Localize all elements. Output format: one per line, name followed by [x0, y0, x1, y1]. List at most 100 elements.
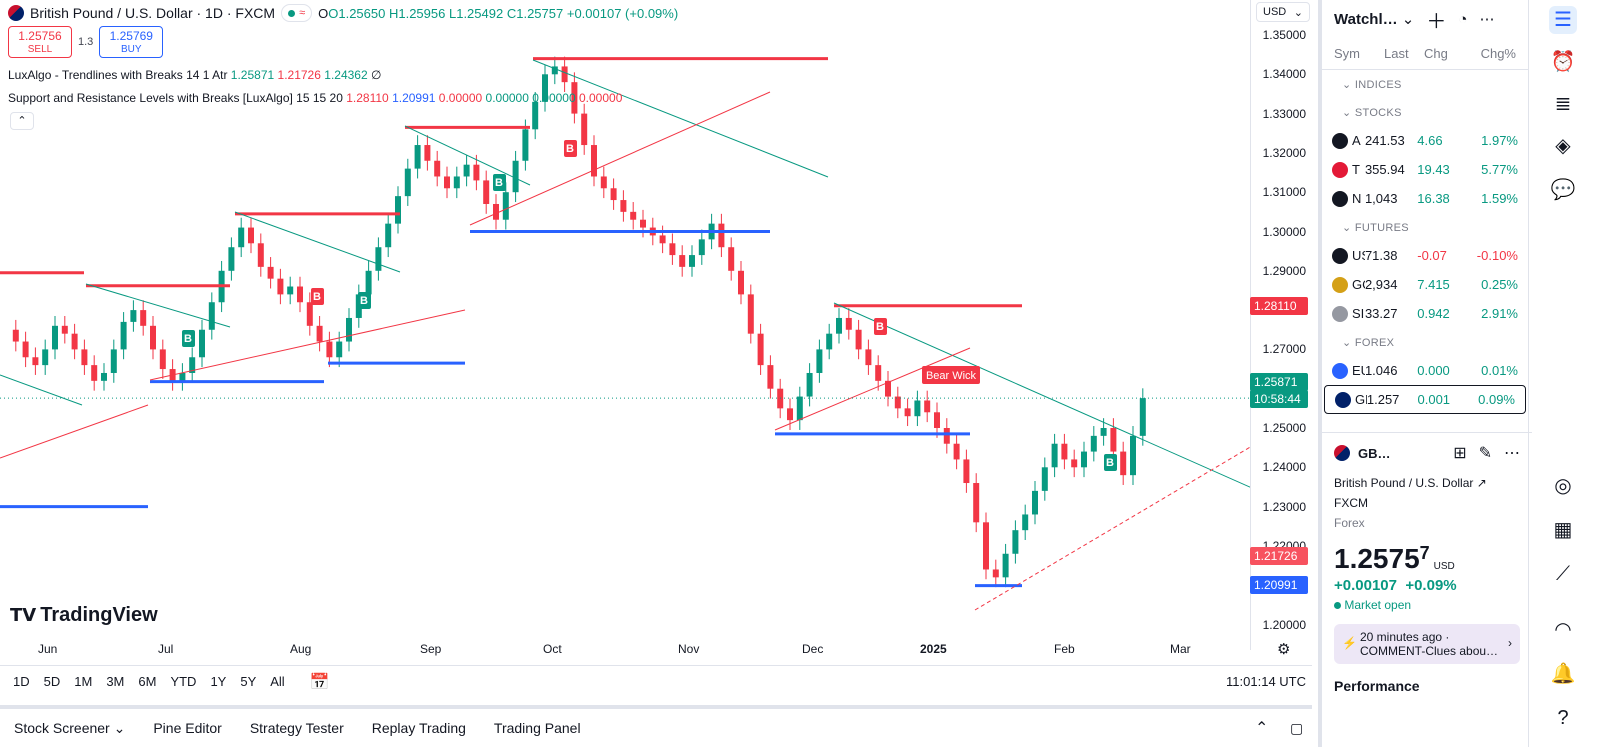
watchlist-row[interactable]: GC2,934 7.415 0.25%	[1322, 270, 1528, 299]
ideas-icon[interactable]: ⟋	[1556, 563, 1570, 585]
tab-strategy-tester[interactable]: Strategy Tester	[249, 720, 344, 736]
signal-marker	[874, 318, 887, 335]
maximize-panel-icon[interactable]: ▢	[1290, 719, 1304, 736]
candle-body	[483, 180, 490, 204]
news-card[interactable]: ⚡ 20 minutes ago · COMMENT-Clues abou… ›	[1334, 624, 1520, 664]
currency-select[interactable]: USD ⌄	[1256, 2, 1310, 22]
watchlist-row[interactable]: EU1.046 0.000 0.01%	[1322, 356, 1528, 385]
symbol-logo-icon	[1332, 305, 1348, 322]
collapse-panel-icon[interactable]: ⌃	[1255, 720, 1269, 737]
edit-icon[interactable]: ✎	[1478, 445, 1492, 462]
streams-icon[interactable]: ◠	[1554, 619, 1572, 641]
watchlist-section[interactable]: ⌄ STOCKS	[1342, 106, 1402, 119]
candle-body	[826, 333, 833, 350]
candle-body	[326, 341, 333, 358]
col-chgpct[interactable]: Chg%	[1480, 46, 1516, 61]
more-icon[interactable]: ⋯	[1504, 445, 1520, 462]
layers-icon[interactable]: ◈	[1555, 135, 1571, 157]
down-trendline	[833, 302, 1250, 488]
chat-icon[interactable]: 💬	[1550, 179, 1576, 201]
range-button[interactable]: 5Y	[240, 674, 257, 689]
row-last: 241.53	[1364, 133, 1405, 148]
tab-pine-editor[interactable]: Pine Editor	[153, 720, 222, 736]
utc-clock[interactable]: 11:01:14 UTC	[1226, 674, 1306, 689]
x-tick-label: Mar	[1170, 642, 1191, 656]
range-button[interactable]: 6M	[138, 674, 157, 689]
range-button[interactable]: 5D	[43, 674, 61, 689]
watchlist-icon[interactable]: ☰	[1549, 6, 1577, 34]
x-tick-label: Aug	[290, 642, 312, 656]
candle-body	[757, 333, 764, 366]
col-chg[interactable]: Chg	[1424, 46, 1448, 61]
price-chart[interactable]: B B B B B B B Bear Wick	[0, 0, 1250, 640]
watchlist-row[interactable]: A 241.53 4.66 1.97%	[1322, 126, 1528, 155]
down-trendline	[85, 283, 231, 328]
indicator-value: 1.20991	[392, 91, 436, 105]
watchlist-row[interactable]: T 355.94 19.43 5.77%	[1322, 155, 1528, 184]
candle-body	[297, 286, 303, 303]
watchlist-title[interactable]: Watchl… ⌄	[1334, 10, 1414, 28]
market-status-pill[interactable]: ≈	[281, 4, 313, 22]
sell-button[interactable]: 1.25756 SELL	[8, 26, 72, 58]
symbol-logo-icon	[1332, 161, 1348, 178]
watchlist-row[interactable]: GE1.257 0.001 0.09%	[1324, 385, 1526, 414]
external-link-icon[interactable]: ↗	[1476, 476, 1487, 490]
axis-settings-icon[interactable]: ⚙	[1277, 641, 1291, 658]
more-icon[interactable]: ⋯	[1479, 11, 1495, 28]
right-icon-bar: ☰ ⏰ ≣ ◈ 💬 ◎ ▦ ⟋ ◠ 🔔 ?	[1528, 0, 1600, 747]
watchlist-row[interactable]: SIL33.27 0.942 2.91%	[1322, 299, 1528, 328]
col-last[interactable]: Last	[1384, 46, 1409, 61]
x-tick-label: Oct	[543, 642, 562, 656]
y-tick-label: 1.30000	[1262, 224, 1306, 239]
row-chg: 0.942	[1417, 306, 1450, 321]
indicator-legend-trendlines[interactable]: LuxAlgo - Trendlines with Breaks 14 1 At…	[8, 68, 381, 82]
advanced-view-icon[interactable]: ◔	[1458, 10, 1468, 28]
help-icon[interactable]: ?	[1557, 707, 1569, 729]
watchlist-section[interactable]: ⌄ FUTURES	[1342, 221, 1409, 234]
chevron-down-icon: ⌄	[1293, 7, 1303, 19]
range-button[interactable]: All	[270, 674, 285, 689]
row-pct: 1.59%	[1481, 191, 1518, 206]
symbol-title[interactable]: British Pound / U.S. Dollar · 1D · FXCM	[30, 5, 276, 21]
up-trendline	[469, 91, 771, 226]
range-button[interactable]: 1M	[74, 674, 93, 689]
ohlc-open: O1.25650	[328, 5, 386, 21]
row-symbol: SIL	[1332, 305, 1365, 322]
chevron-down-icon: ⌄	[1401, 11, 1415, 28]
watchlist-section[interactable]: ⌄ FOREX	[1342, 336, 1395, 349]
notifications-icon[interactable]: 🔔	[1550, 663, 1576, 685]
hotlists-icon[interactable]: ◎	[1554, 475, 1572, 497]
watchlist-section[interactable]: ⌄ INDICES	[1342, 78, 1402, 91]
col-sym[interactable]: Sym	[1334, 46, 1360, 61]
y-tick-label: 1.31000	[1262, 185, 1306, 200]
candle-body	[346, 317, 352, 342]
candle-body	[787, 408, 793, 421]
candle-body	[542, 74, 548, 102]
tab-trading-panel[interactable]: Trading Panel	[493, 720, 581, 736]
candle-body	[816, 349, 823, 373]
range-button[interactable]: 1Y	[210, 674, 227, 689]
price-axis[interactable]: 1.35000 1.34000 1.33000 1.32000 1.31000 1.300…	[1250, 0, 1312, 650]
collapse-legend-button[interactable]: ⌃	[10, 112, 34, 130]
detail-name[interactable]: British Pound / U.S. Dollar	[1334, 476, 1474, 490]
indicator-legend-sr[interactable]: Support and Resistance Levels with Break…	[8, 91, 622, 105]
watchlist-row[interactable]: US71.38 -0.07 -0.10%	[1322, 241, 1528, 270]
range-button[interactable]: 1D	[13, 674, 30, 689]
object-tree-icon[interactable]: ≣	[1554, 93, 1572, 115]
range-button[interactable]: 3M	[106, 674, 125, 689]
buy-button[interactable]: 1.25769 BUY	[99, 26, 164, 58]
compare-calendar-icon[interactable]: 📅	[309, 673, 330, 691]
add-symbol-icon[interactable]: ＋	[1426, 10, 1447, 33]
tab-stock-screener[interactable]: Stock Screener ⌄	[0, 720, 139, 737]
tab-replay-trading[interactable]: Replay Trading	[371, 720, 466, 736]
grid-icon[interactable]: ⊞	[1453, 445, 1467, 462]
range-button[interactable]: YTD	[170, 674, 197, 689]
calendar-icon[interactable]: ▦	[1553, 519, 1573, 541]
detail-symbol[interactable]: GB…	[1358, 445, 1391, 461]
alerts-icon[interactable]: ⏰	[1550, 51, 1576, 73]
row-pct: 5.77%	[1481, 162, 1518, 177]
watchlist-row[interactable]: N 1,043 16.38 1.59%	[1322, 184, 1528, 213]
currency-value: USD	[1263, 6, 1287, 18]
symbol-logo-icon	[1332, 276, 1348, 293]
chart-area[interactable]: B B B B B B B Bear Wick British Pound / U.S. Do…	[0, 0, 1312, 658]
